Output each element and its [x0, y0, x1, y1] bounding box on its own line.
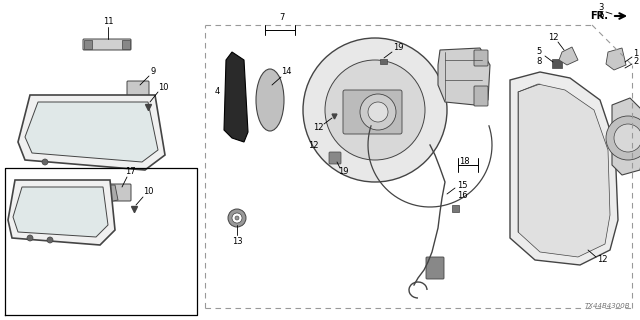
- Circle shape: [368, 102, 388, 122]
- Polygon shape: [510, 72, 618, 265]
- FancyBboxPatch shape: [83, 39, 131, 50]
- FancyBboxPatch shape: [474, 50, 488, 66]
- Circle shape: [360, 94, 396, 130]
- Text: 17: 17: [125, 167, 135, 177]
- Text: 8: 8: [536, 58, 541, 67]
- Text: 18: 18: [459, 157, 469, 166]
- Text: 19: 19: [338, 167, 348, 177]
- Text: 16: 16: [457, 190, 467, 199]
- Text: 5: 5: [536, 47, 541, 57]
- Bar: [84, 40, 92, 49]
- FancyBboxPatch shape: [474, 86, 488, 106]
- Circle shape: [235, 216, 239, 220]
- Text: 12: 12: [308, 140, 318, 149]
- FancyBboxPatch shape: [426, 257, 444, 279]
- Polygon shape: [25, 102, 158, 162]
- FancyBboxPatch shape: [329, 152, 341, 164]
- FancyBboxPatch shape: [343, 90, 402, 134]
- Text: 1: 1: [634, 50, 639, 59]
- Text: 13: 13: [232, 237, 243, 246]
- Text: 10: 10: [157, 84, 168, 92]
- Bar: [380, 59, 387, 64]
- Polygon shape: [559, 47, 578, 65]
- Polygon shape: [612, 98, 640, 175]
- Text: 11: 11: [103, 18, 113, 27]
- Text: 6: 6: [598, 11, 604, 20]
- Text: FR.: FR.: [590, 11, 608, 21]
- Text: 15: 15: [457, 180, 467, 189]
- Bar: [552, 59, 562, 68]
- Bar: [452, 205, 459, 212]
- Circle shape: [228, 209, 246, 227]
- Bar: [122, 40, 130, 49]
- Polygon shape: [13, 187, 108, 237]
- Text: 19: 19: [393, 44, 403, 52]
- Text: 12: 12: [313, 123, 323, 132]
- Polygon shape: [18, 95, 165, 170]
- Circle shape: [614, 124, 640, 152]
- Circle shape: [606, 116, 640, 160]
- Polygon shape: [438, 48, 490, 105]
- Circle shape: [232, 213, 242, 223]
- Text: TX44B4300B: TX44B4300B: [584, 303, 630, 309]
- Text: 12: 12: [596, 255, 607, 265]
- Text: 4: 4: [215, 87, 220, 97]
- Text: 10: 10: [143, 188, 153, 196]
- Text: 9: 9: [150, 68, 156, 76]
- Text: 7: 7: [279, 13, 285, 22]
- Polygon shape: [606, 48, 626, 70]
- Text: 2: 2: [634, 58, 639, 67]
- Circle shape: [325, 60, 425, 160]
- Circle shape: [27, 235, 33, 241]
- Polygon shape: [8, 180, 115, 245]
- Text: 14: 14: [281, 68, 291, 76]
- Text: 3: 3: [598, 4, 604, 12]
- Polygon shape: [518, 84, 610, 257]
- FancyBboxPatch shape: [107, 184, 131, 201]
- Polygon shape: [224, 52, 248, 142]
- Ellipse shape: [256, 69, 284, 131]
- Text: 12: 12: [548, 34, 558, 43]
- FancyBboxPatch shape: [127, 81, 149, 97]
- Circle shape: [47, 237, 53, 243]
- Polygon shape: [108, 185, 118, 202]
- Circle shape: [42, 159, 48, 165]
- Circle shape: [303, 38, 447, 182]
